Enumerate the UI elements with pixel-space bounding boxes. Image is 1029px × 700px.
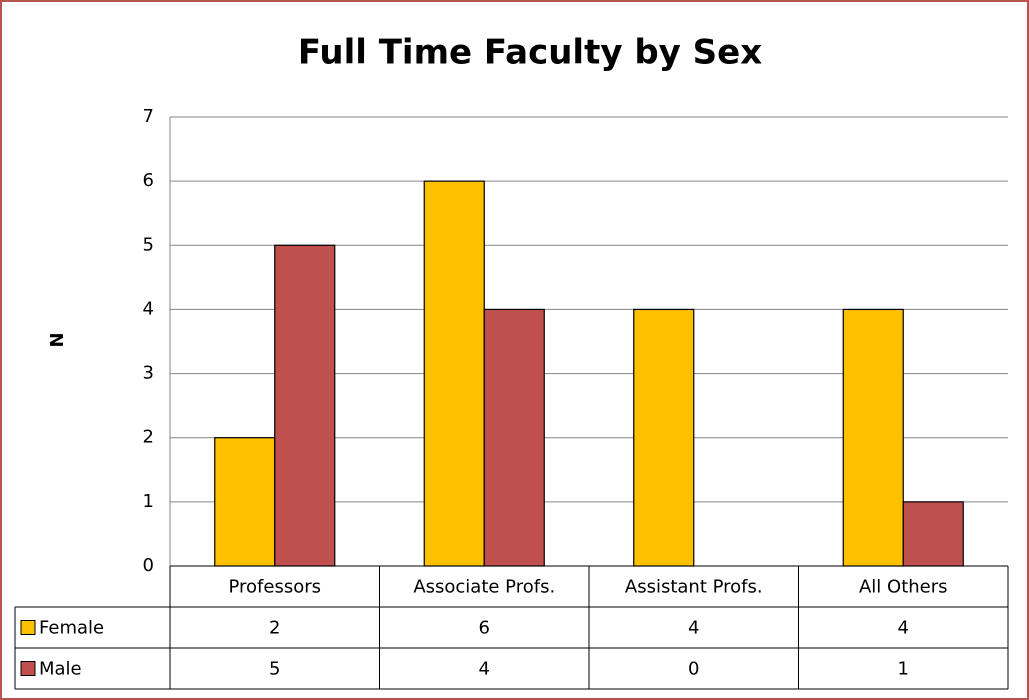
- y-tick-label: 7: [143, 106, 154, 127]
- x-tick-label: Assistant Profs.: [625, 577, 763, 598]
- legend-key: [20, 661, 36, 676]
- y-tick-label: 0: [143, 555, 154, 576]
- y-tick-label: 4: [143, 298, 154, 319]
- bar: [214, 437, 276, 567]
- legend-label: Male: [39, 659, 82, 680]
- bar: [423, 180, 485, 567]
- y-tick-label: 6: [143, 170, 154, 191]
- table-value: 6: [479, 618, 490, 639]
- y-tick-label: 2: [143, 427, 154, 448]
- table-value: 4: [688, 618, 699, 639]
- x-tick-label: All Others: [859, 577, 948, 598]
- table-value: 4: [479, 659, 490, 680]
- table-value: 5: [269, 659, 280, 680]
- table-value: 1: [898, 659, 909, 680]
- table-value: 2: [269, 618, 280, 639]
- legend-key: [20, 620, 36, 635]
- table-value: 4: [898, 618, 909, 639]
- bar: [274, 244, 336, 567]
- x-tick-label: Associate Profs.: [413, 577, 555, 598]
- y-tick-label: 3: [143, 363, 154, 384]
- y-tick-label: 5: [143, 234, 154, 255]
- x-tick-label: Professors: [228, 577, 321, 598]
- y-axis-label: N: [47, 332, 68, 347]
- bar: [902, 501, 964, 567]
- bar: [842, 308, 904, 567]
- legend-label: Female: [39, 618, 104, 639]
- bar: [633, 308, 695, 567]
- y-tick-label: 1: [143, 491, 154, 512]
- bar: [483, 308, 545, 567]
- chart-title: Full Time Faculty by Sex: [298, 33, 762, 73]
- table-value: 0: [688, 659, 699, 680]
